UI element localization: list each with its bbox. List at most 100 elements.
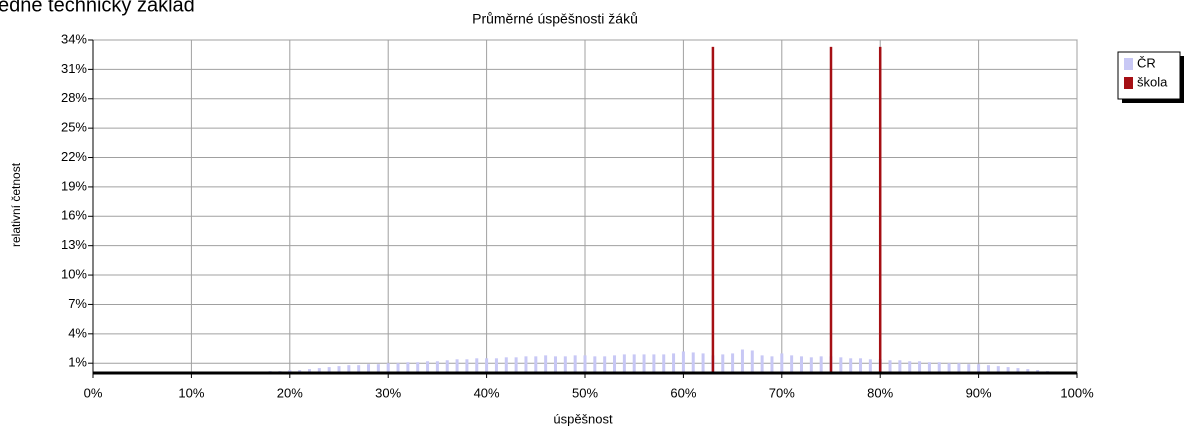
bar — [573, 355, 577, 373]
bar — [347, 365, 351, 373]
bar — [455, 359, 459, 373]
bar — [1026, 369, 1030, 373]
bar — [307, 369, 311, 373]
bar — [819, 356, 823, 373]
bar — [386, 363, 390, 373]
x-tick-label: 60% — [670, 385, 696, 400]
bar — [465, 359, 469, 373]
bar — [583, 355, 587, 373]
bar — [613, 355, 617, 373]
y-tick-label: 10% — [61, 266, 87, 281]
bar — [691, 352, 695, 373]
bar — [849, 358, 853, 373]
bar — [603, 356, 607, 373]
bar — [681, 351, 685, 373]
y-tick-label: 4% — [68, 325, 87, 340]
legend-swatch — [1124, 77, 1133, 89]
y-axis-label: relativní četnost — [9, 162, 23, 247]
y-tick-label: 22% — [61, 149, 87, 164]
y-tick-label: 28% — [61, 90, 87, 105]
bar — [632, 354, 636, 373]
bar — [829, 46, 833, 373]
bar — [908, 361, 912, 373]
bar — [642, 354, 646, 373]
bar — [327, 367, 331, 373]
bar — [494, 358, 498, 373]
bar — [967, 364, 971, 373]
bar — [770, 356, 774, 373]
bar — [799, 356, 803, 373]
heading: edné technický základ — [0, 0, 195, 16]
bar — [435, 361, 439, 373]
bar — [937, 362, 941, 373]
bar — [396, 363, 400, 373]
bar — [376, 364, 380, 373]
y-tick-label: 34% — [61, 31, 87, 46]
bar — [593, 356, 597, 373]
bar — [721, 354, 725, 373]
legend-label: škola — [1137, 74, 1168, 89]
x-tick-label: 50% — [572, 385, 598, 400]
bar — [357, 365, 361, 373]
bar — [337, 366, 341, 373]
bar — [524, 356, 528, 373]
bar — [544, 355, 548, 373]
bar — [317, 368, 321, 373]
bar — [652, 354, 656, 373]
bar — [957, 363, 961, 373]
bar — [750, 350, 754, 373]
bar — [672, 353, 676, 373]
x-tick-label: 20% — [277, 385, 303, 400]
bar — [760, 355, 764, 373]
x-tick-label: 80% — [867, 385, 893, 400]
y-tick-label: 7% — [68, 296, 87, 311]
y-tick-label: 25% — [61, 120, 87, 135]
y-tick-label: 16% — [61, 208, 87, 223]
y-tick-label: 19% — [61, 178, 87, 193]
bar — [878, 46, 882, 373]
bar — [996, 366, 1000, 373]
bar — [426, 361, 430, 373]
bar — [701, 353, 705, 373]
x-tick-label: 70% — [769, 385, 795, 400]
legend-label: ČR — [1137, 55, 1156, 70]
bar — [731, 353, 735, 373]
bar — [514, 357, 518, 373]
bar — [740, 349, 744, 373]
legend-swatch — [1124, 58, 1133, 70]
bar — [406, 362, 410, 373]
bar — [475, 358, 479, 373]
x-tick-label: 30% — [375, 385, 401, 400]
bar — [534, 356, 538, 373]
bar — [1016, 368, 1020, 373]
x-tick-label: 40% — [474, 385, 500, 400]
bar — [711, 46, 715, 373]
bar — [868, 359, 872, 373]
y-tick-label: 1% — [68, 355, 87, 370]
x-tick-label: 90% — [966, 385, 992, 400]
bar — [485, 358, 489, 373]
bar — [859, 358, 863, 373]
bar — [927, 362, 931, 373]
x-tick-label: 0% — [84, 385, 103, 400]
bar — [977, 364, 981, 373]
chart-title: Průměrné úspěšnosti žáků — [472, 11, 638, 27]
bar — [504, 357, 508, 373]
bar — [367, 364, 371, 373]
bar — [416, 362, 420, 373]
bar — [563, 356, 567, 373]
bar — [888, 360, 892, 373]
y-tick-label: 13% — [61, 237, 87, 252]
bar — [918, 361, 922, 373]
bar — [553, 356, 557, 373]
bar — [986, 365, 990, 373]
bar — [790, 355, 794, 373]
bar — [898, 360, 902, 373]
bar — [809, 357, 813, 373]
x-axis-label: úspěšnost — [553, 411, 613, 426]
bar — [662, 354, 666, 373]
bar — [947, 363, 951, 373]
bar — [839, 357, 843, 373]
